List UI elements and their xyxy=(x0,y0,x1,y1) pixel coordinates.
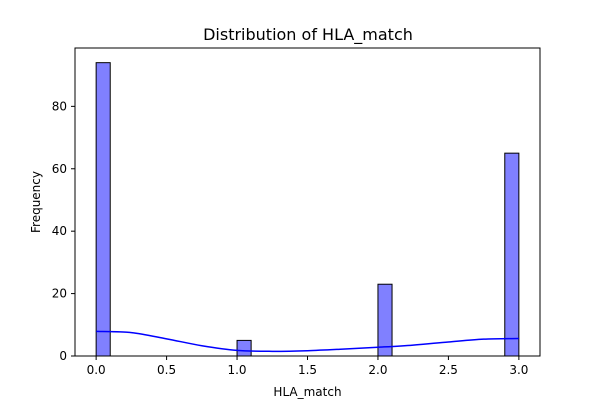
histogram-bar xyxy=(236,339,252,357)
y-tick-label: 0 xyxy=(59,349,67,363)
x-tick-label: 0.5 xyxy=(157,363,176,377)
x-tick-label: 2.5 xyxy=(439,363,458,377)
x-tick-label: 1.5 xyxy=(298,363,317,377)
x-tick-label: 3.0 xyxy=(509,363,528,377)
histogram-bar xyxy=(377,283,393,357)
x-tick-label: 1.0 xyxy=(227,363,246,377)
histogram-bar xyxy=(504,152,520,357)
y-tick-label: 80 xyxy=(52,99,67,113)
histogram-bar xyxy=(95,62,111,357)
bars-layer xyxy=(95,62,520,357)
chart-title: Distribution of HLA_match xyxy=(203,25,413,45)
x-axis-label: HLA_match xyxy=(273,385,341,399)
y-tick-label: 40 xyxy=(52,224,67,238)
x-tick-label: 0.0 xyxy=(87,363,106,377)
kde-layer xyxy=(96,330,519,353)
x-axis-ticks: 0.0 0.5 1.0 1.5 2.0 2.5 3.0 xyxy=(87,356,528,377)
plot-frame xyxy=(74,47,541,357)
y-tick-label: 20 xyxy=(52,287,67,301)
x-tick-label: 2.0 xyxy=(368,363,387,377)
kde-line xyxy=(96,330,519,353)
y-axis-label: Frequency xyxy=(29,171,43,233)
y-tick-label: 60 xyxy=(52,162,67,176)
y-axis-ticks: 0 20 40 60 80 xyxy=(52,99,75,363)
